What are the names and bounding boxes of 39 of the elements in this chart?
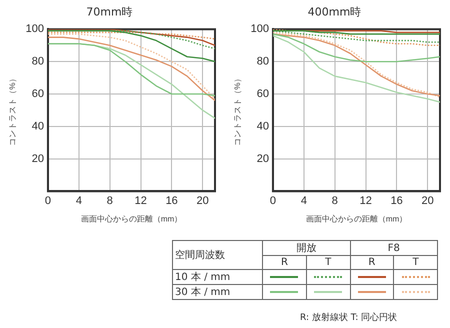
x-tick-label: 16: [166, 194, 178, 207]
text: T: [306, 256, 350, 270]
y-tick-label: 100: [26, 23, 44, 36]
y-tick-label: 40: [32, 120, 44, 132]
chart-title: 400mm時: [308, 5, 362, 18]
y-tick-label: 60: [256, 88, 269, 100]
x-tick-label: 8: [106, 194, 113, 207]
text: T: [394, 256, 438, 270]
chart-title: 70mm時: [86, 5, 133, 18]
y-axis-title: コントラスト（%）: [233, 74, 242, 146]
y-tick-label: 40: [256, 120, 269, 132]
x-tick-label: 4: [76, 194, 82, 207]
x-tick-label: 8: [332, 194, 338, 207]
x-tick-label: 12: [134, 194, 147, 207]
line-series: [48, 32, 215, 40]
x-tick-label: 12: [360, 194, 372, 207]
text: 開放: [262, 240, 350, 256]
text: 10 本 / mm: [172, 270, 263, 284]
x-axis-title: 画面中心からの距離（mm）: [80, 214, 182, 224]
x-tick-label: 0: [44, 194, 52, 207]
text: R: [350, 256, 394, 270]
text: R: 放射線状 T: 同心円状: [300, 312, 398, 324]
text: 30 本 / mm: [172, 284, 263, 300]
x-tick-label: 4: [300, 194, 307, 207]
text: F8: [350, 240, 438, 256]
x-tick-label: 16: [390, 194, 403, 207]
x-tick-label: 0: [270, 194, 276, 207]
x-axis-title: 画面中心からの距離（mm）: [306, 214, 408, 224]
y-tick-label: 60: [32, 88, 44, 100]
y-tick-label: 20: [256, 152, 269, 165]
y-axis-title: コントラスト（%）: [8, 74, 18, 146]
y-tick-label: 20: [32, 152, 44, 165]
y-tick-label: 100: [250, 23, 269, 36]
y-tick-label: 80: [256, 56, 269, 68]
text: 空間周波数: [172, 240, 263, 270]
text: R: [262, 256, 306, 270]
x-tick-label: 20: [422, 194, 434, 207]
x-tick-label: 20: [196, 194, 209, 207]
y-tick-label: 80: [32, 56, 44, 68]
